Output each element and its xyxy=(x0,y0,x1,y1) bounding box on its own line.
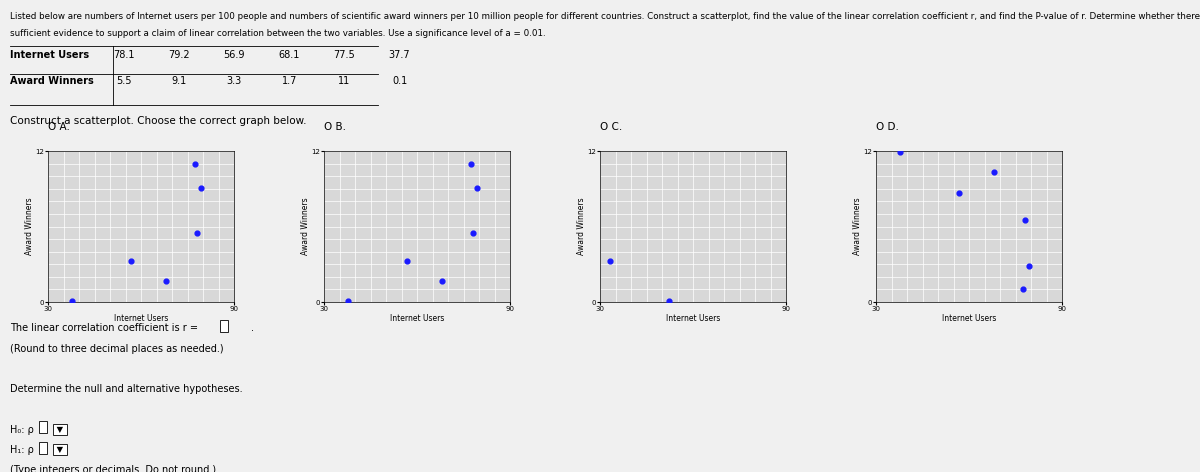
Text: 11: 11 xyxy=(338,76,350,85)
Point xyxy=(121,257,140,264)
Text: Listed below are numbers of Internet users per 100 people and numbers of scienti: Listed below are numbers of Internet use… xyxy=(10,12,1200,21)
Point xyxy=(187,229,206,236)
Point xyxy=(565,277,584,285)
X-axis label: Internet Users: Internet Users xyxy=(666,313,720,323)
Text: ▼: ▼ xyxy=(54,425,66,434)
X-axis label: Internet Users: Internet Users xyxy=(114,313,168,323)
Text: O D.: O D. xyxy=(876,122,899,132)
Point xyxy=(534,229,553,236)
Point xyxy=(984,169,1003,176)
Text: Award Winners: Award Winners xyxy=(10,76,94,85)
Point xyxy=(890,149,910,156)
Text: The linear correlation coefficient is r =: The linear correlation coefficient is r … xyxy=(10,323,198,333)
Text: 9.1: 9.1 xyxy=(172,76,186,85)
Point xyxy=(156,277,175,285)
Text: 0.1: 0.1 xyxy=(392,76,407,85)
Point xyxy=(191,184,210,191)
Point xyxy=(462,160,481,168)
Text: O B.: O B. xyxy=(324,122,346,132)
Point xyxy=(1019,262,1038,270)
Text: 1.7: 1.7 xyxy=(282,76,296,85)
Point xyxy=(1014,286,1033,293)
Text: Internet Users: Internet Users xyxy=(10,50,89,59)
Y-axis label: Award Winners: Award Winners xyxy=(576,198,586,255)
Point xyxy=(467,184,486,191)
Point xyxy=(62,297,82,304)
Point xyxy=(338,297,358,304)
Y-axis label: Award Winners: Award Winners xyxy=(24,198,34,255)
Text: ▼: ▼ xyxy=(54,445,66,454)
Point xyxy=(463,229,482,236)
Text: H₀: ρ: H₀: ρ xyxy=(10,425,34,435)
X-axis label: Internet Users: Internet Users xyxy=(390,313,444,323)
Text: 56.9: 56.9 xyxy=(223,50,245,59)
Text: 78.1: 78.1 xyxy=(113,50,134,59)
Text: Determine the null and alternative hypotheses.: Determine the null and alternative hypot… xyxy=(10,384,242,394)
Text: 68.1: 68.1 xyxy=(278,50,300,59)
Point xyxy=(397,257,416,264)
Text: (Round to three decimal places as needed.): (Round to three decimal places as needed… xyxy=(10,344,223,354)
Y-axis label: Award Winners: Award Winners xyxy=(300,198,310,255)
Text: .: . xyxy=(251,323,254,333)
Point xyxy=(600,257,619,264)
Text: O A.: O A. xyxy=(48,122,70,132)
Text: 77.5: 77.5 xyxy=(334,50,355,59)
X-axis label: Internet Users: Internet Users xyxy=(942,313,996,323)
Text: O C.: O C. xyxy=(600,122,623,132)
Point xyxy=(186,160,205,168)
Y-axis label: Award Winners: Award Winners xyxy=(852,198,862,255)
Text: sufficient evidence to support a claim of linear correlation between the two var: sufficient evidence to support a claim o… xyxy=(10,29,545,38)
Text: H₁: ρ: H₁: ρ xyxy=(10,445,34,455)
Text: 5.5: 5.5 xyxy=(116,76,131,85)
Text: 79.2: 79.2 xyxy=(168,50,190,59)
Text: (Type integers or decimals. Do not round.): (Type integers or decimals. Do not round… xyxy=(10,465,216,472)
Point xyxy=(432,277,451,285)
Point xyxy=(536,160,556,168)
Point xyxy=(660,297,679,304)
Point xyxy=(1015,217,1034,224)
Point xyxy=(949,189,968,196)
Text: Construct a scatterplot. Choose the correct graph below.: Construct a scatterplot. Choose the corr… xyxy=(10,116,306,126)
Text: 3.3: 3.3 xyxy=(227,76,241,85)
Point xyxy=(530,184,550,191)
Text: 37.7: 37.7 xyxy=(389,50,410,59)
